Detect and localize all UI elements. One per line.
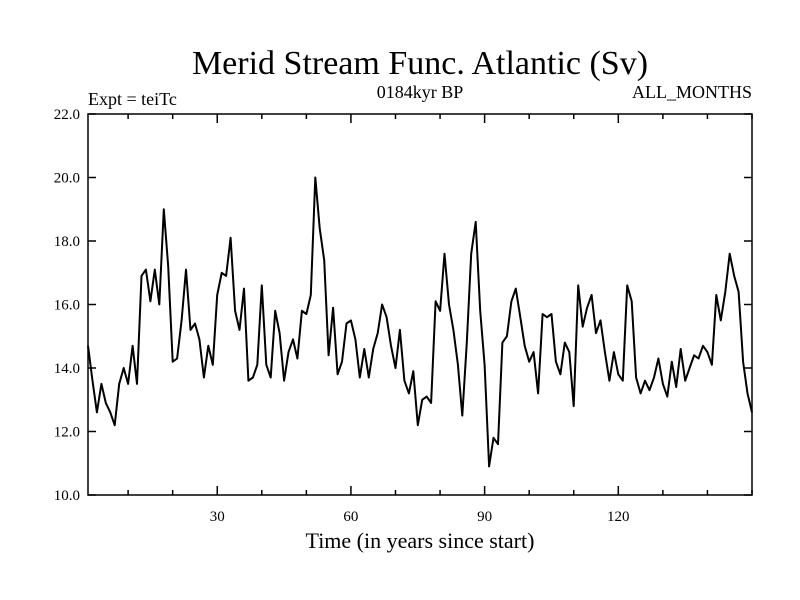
x-tick-label: 30	[210, 509, 225, 525]
chart-title: Merid Stream Func. Atlantic (Sv)	[192, 45, 648, 82]
y-tick-label: 12.0	[54, 425, 80, 441]
period-label: 0184kyr BP	[377, 82, 464, 102]
y-tick-label: 10.0	[54, 488, 80, 504]
plot-frame	[87, 113, 753, 496]
y-axis: 10.0 12.0 14.0 16.0 18.0 20.0 22.0	[54, 107, 752, 504]
experiment-label: Expt = teiTc	[88, 89, 177, 109]
x-tick-label: 120	[607, 509, 630, 525]
x-tick-label: 90	[477, 509, 492, 525]
x-axis: 30 60 90 120	[127, 114, 753, 525]
y-tick-label: 22.0	[54, 107, 80, 123]
x-axis-label: Time (in years since start)	[306, 528, 535, 553]
y-tick-label: 16.0	[54, 298, 80, 314]
y-tick-label: 14.0	[54, 361, 80, 377]
y-tick-label: 20.0	[54, 171, 80, 187]
x-tick-label: 60	[343, 509, 358, 525]
series-line	[87, 176, 753, 468]
y-tick-label: 18.0	[54, 234, 80, 250]
months-label: ALL_MONTHS	[632, 82, 752, 102]
